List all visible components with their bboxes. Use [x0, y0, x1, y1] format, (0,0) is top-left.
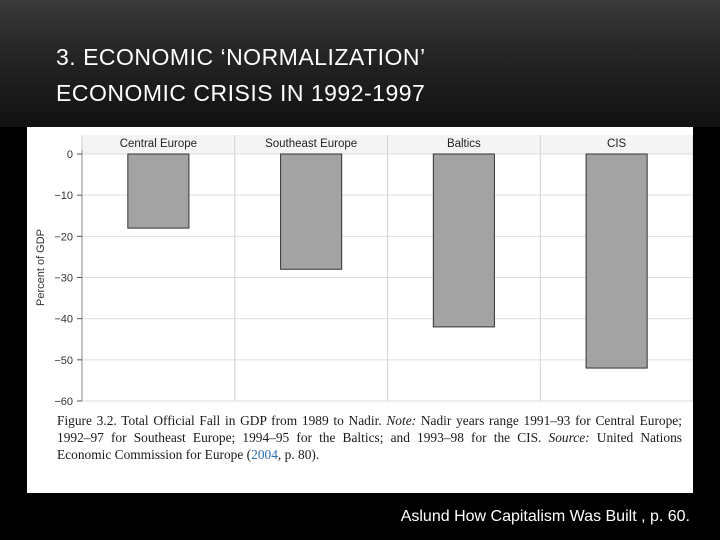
y-tick-label-5: −50 — [54, 355, 73, 367]
category-label-1: Southeast Europe — [265, 138, 357, 150]
y-tick-label-4: −40 — [54, 314, 73, 326]
figure-caption: Figure 3.2. Total Official Fall in GDP f… — [57, 412, 682, 463]
bar-central-europe — [127, 153, 190, 229]
figure-source-tail: , p. 80). — [277, 447, 320, 462]
y-axis-label: Percent of GDP — [35, 229, 47, 306]
gdp-bar-chart: 0 −10 −20 −30 −40 −50 −60 Percent of GDP Central… — [35, 135, 693, 408]
y-tick-label-6: −60 — [54, 396, 73, 408]
slide-source: Aslund How Capitalism Was Built , p. 60. — [400, 508, 690, 525]
bar-cis — [585, 153, 648, 369]
slide-title-line-1: 3. ECONOMIC ‘NORMALIZATION’ — [56, 44, 426, 70]
y-tick-label-2: −20 — [54, 231, 73, 243]
bar-baltics — [432, 153, 495, 328]
bar-southeast-europe — [280, 153, 343, 270]
figure-label: Figure 3.2. — [57, 413, 117, 428]
figure-source-text: United Nations Economic Commission for E… — [57, 430, 682, 462]
figure-title: Total Official Fall in GDP from 1989 to … — [121, 413, 382, 428]
category-label-3: CIS — [607, 138, 627, 150]
figure-panel: 0 −10 −20 −30 −40 −50 −60 Percent of GDP Central… — [27, 127, 693, 493]
y-tick-label-3: −30 — [54, 273, 73, 285]
y-tick-label-1: −10 — [54, 190, 73, 202]
figure-source-year: 2004 — [251, 447, 278, 462]
slide-title-line-2: ECONOMIC CRISIS IN 1992-1997 — [56, 80, 426, 106]
title-band: 3. ECONOMIC ‘NORMALIZATION’ ECONOMIC CRI… — [0, 0, 720, 127]
y-tick-label-0: 0 — [67, 149, 73, 161]
category-label-0: Central Europe — [120, 138, 197, 150]
figure-note-text: Nadir years range 1991–93 for Central Eu… — [57, 413, 682, 445]
category-label-2: Baltics — [447, 138, 481, 150]
figure-note-label: Note: — [386, 413, 417, 428]
figure-source-label: Source: — [548, 430, 590, 445]
